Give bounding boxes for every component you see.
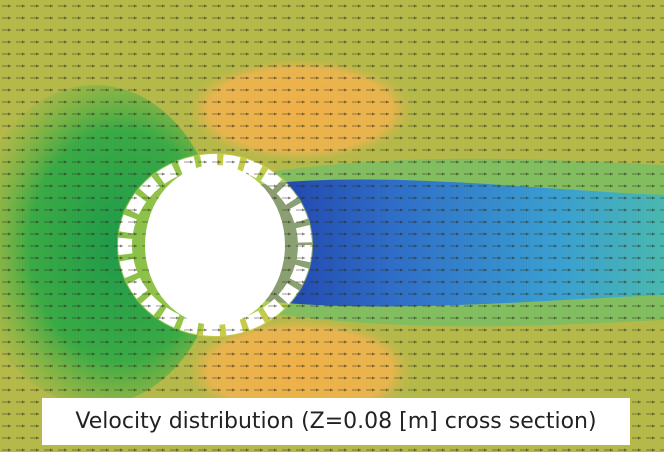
velocity-field: Velocity distribution (Z=0.08 [m] cross … <box>0 0 664 452</box>
cylinder <box>145 165 285 325</box>
velocity-vectors <box>0 0 664 452</box>
caption: Velocity distribution (Z=0.08 [m] cross … <box>75 409 596 434</box>
page: Velocity distribution (Z=0.08 [m] cross … <box>0 0 664 452</box>
